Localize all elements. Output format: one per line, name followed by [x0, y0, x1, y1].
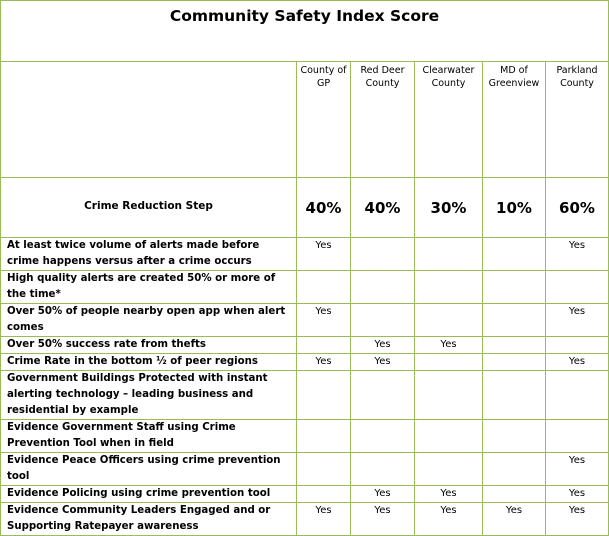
region-header-red-deer-county: Red Deer County — [350, 61, 415, 178]
criterion-label: Evidence Government Staff using Crime Pr… — [0, 419, 297, 453]
percentage-county-of-gp: 40% — [296, 177, 351, 238]
table-row: Evidence Peace Officers using crime prev… — [0, 452, 609, 486]
table-row: Crime Rate in the bottom ½ of peer regio… — [0, 353, 609, 371]
criterion-cell — [482, 303, 546, 337]
crime-reduction-step-header: Crime Reduction Step — [0, 177, 297, 238]
criterion-cell — [545, 270, 609, 304]
criterion-cell — [482, 452, 546, 486]
criterion-cell: Yes — [545, 237, 609, 271]
criterion-cell: Yes — [545, 353, 609, 371]
criterion-label: Crime Rate in the bottom ½ of peer regio… — [0, 353, 297, 371]
table-row: Over 50% success rate from thefts Yes Yes — [0, 336, 609, 354]
percentage-md-of-greenview: 10% — [482, 177, 546, 238]
criterion-cell: Yes — [350, 336, 415, 354]
criterion-cell — [482, 353, 546, 371]
criterion-cell: Yes — [414, 485, 483, 503]
criterion-cell — [414, 270, 483, 304]
criterion-cell: Yes — [482, 502, 546, 536]
criterion-cell — [482, 336, 546, 354]
criterion-cell: Yes — [414, 502, 483, 536]
table-row: At least twice volume of alerts made bef… — [0, 237, 609, 271]
region-header-md-of-greenview: MD of Greenview — [482, 61, 546, 178]
table-row: Evidence Community Leaders Engaged and o… — [0, 502, 609, 536]
table-row: High quality alerts are created 50% or m… — [0, 270, 609, 304]
criterion-cell — [545, 419, 609, 453]
criterion-cell — [350, 303, 415, 337]
region-header-clearwater-county: Clearwater County — [414, 61, 483, 178]
criterion-cell — [296, 419, 351, 453]
criterion-cell: Yes — [296, 353, 351, 371]
criterion-cell: Yes — [545, 303, 609, 337]
criterion-label: Evidence Peace Officers using crime prev… — [0, 452, 297, 486]
criterion-cell: Yes — [296, 502, 351, 536]
criterion-cell: Yes — [350, 502, 415, 536]
criterion-cell: Yes — [350, 485, 415, 503]
criterion-cell — [482, 419, 546, 453]
title-row: Community Safety Index Score — [0, 0, 609, 62]
criterion-cell — [296, 485, 351, 503]
criterion-cell — [414, 303, 483, 337]
percentage-row: Crime Reduction Step 40% 40% 30% 10% 60% — [0, 177, 609, 238]
criterion-cell — [482, 270, 546, 304]
criterion-cell — [545, 370, 609, 420]
criterion-label: Government Buildings Protected with inst… — [0, 370, 297, 420]
table-row: Government Buildings Protected with inst… — [0, 370, 609, 420]
criterion-label: Evidence Policing using crime prevention… — [0, 485, 297, 503]
criterion-cell — [482, 485, 546, 503]
criterion-cell: Yes — [296, 303, 351, 337]
criterion-cell: Yes — [545, 502, 609, 536]
criterion-cell — [350, 419, 415, 453]
criterion-cell: Yes — [414, 336, 483, 354]
percentage-clearwater-county: 30% — [414, 177, 483, 238]
criterion-cell — [414, 370, 483, 420]
criterion-cell — [545, 336, 609, 354]
region-header-row: County of GP Red Deer County Clearwater … — [0, 61, 609, 178]
criterion-cell — [350, 237, 415, 271]
region-header-parkland-county: Parkland County — [545, 61, 609, 178]
criterion-cell — [350, 452, 415, 486]
criterion-cell — [414, 452, 483, 486]
criterion-label: Over 50% of people nearby open app when … — [0, 303, 297, 337]
criterion-label: At least twice volume of alerts made bef… — [0, 237, 297, 271]
percentage-red-deer-county: 40% — [350, 177, 415, 238]
criterion-cell — [414, 237, 483, 271]
table-row: Over 50% of people nearby open app when … — [0, 303, 609, 337]
criterion-cell — [350, 370, 415, 420]
percentage-parkland-county: 60% — [545, 177, 609, 238]
header-blank-cell — [0, 61, 297, 178]
criterion-cell: Yes — [296, 237, 351, 271]
criterion-cell — [482, 370, 546, 420]
criterion-label: Evidence Community Leaders Engaged and o… — [0, 502, 297, 536]
criterion-cell — [296, 452, 351, 486]
criterion-label: High quality alerts are created 50% or m… — [0, 270, 297, 304]
table-row: Evidence Policing using crime prevention… — [0, 485, 609, 503]
criterion-cell — [296, 370, 351, 420]
table-title: Community Safety Index Score — [0, 0, 609, 62]
criterion-cell — [350, 270, 415, 304]
table-row: Evidence Government Staff using Crime Pr… — [0, 419, 609, 453]
criterion-cell — [296, 270, 351, 304]
criterion-cell — [414, 419, 483, 453]
region-header-county-of-gp: County of GP — [296, 61, 351, 178]
criterion-cell: Yes — [545, 452, 609, 486]
criterion-cell: Yes — [545, 485, 609, 503]
criterion-cell — [296, 336, 351, 354]
criterion-label: Over 50% success rate from thefts — [0, 336, 297, 354]
criterion-cell — [414, 353, 483, 371]
criterion-cell: Yes — [350, 353, 415, 371]
criterion-cell — [482, 237, 546, 271]
